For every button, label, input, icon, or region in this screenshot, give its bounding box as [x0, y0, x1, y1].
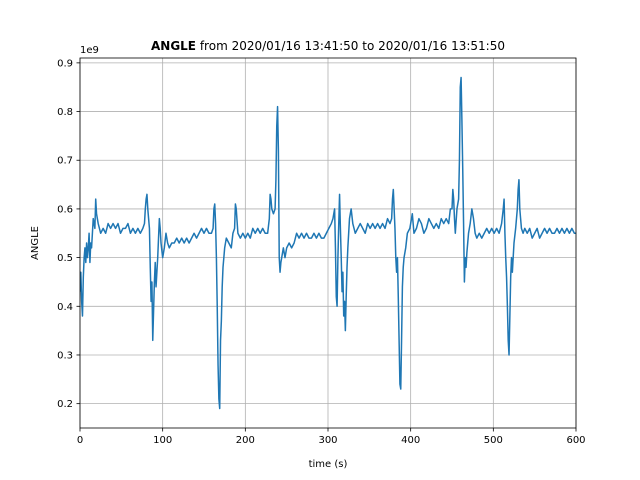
- x-axis-label: time (s): [309, 459, 348, 470]
- x-tick-label: 500: [484, 435, 503, 446]
- y-tick-label: 0.6: [57, 204, 73, 215]
- plot-area: [80, 76, 576, 410]
- y-tick-label: 0.3: [57, 350, 73, 361]
- y-tick-label: 0.9: [57, 58, 73, 69]
- axis-ticks: 0 100 200 300 400 500 600 0.2 0.3 0.4 0.5 0.6 0.7 0.8…: [57, 58, 585, 446]
- x-tick-label: 400: [401, 435, 420, 446]
- chart-title: ANGLE from 2020/01/16 13:41:50 to 2020/0…: [151, 39, 505, 53]
- x-tick-label: 200: [236, 435, 255, 446]
- y-tick-label: 0.4: [57, 302, 73, 313]
- y-tick-label: 0.7: [57, 156, 73, 167]
- x-tick-label: 100: [153, 435, 172, 446]
- y-tick-label: 0.2: [57, 399, 73, 410]
- chart-title-bold: ANGLE: [151, 39, 196, 53]
- y-tick-label: 0.8: [57, 107, 73, 118]
- x-tick-label: 0: [77, 435, 83, 446]
- x-tick-label: 600: [566, 435, 585, 446]
- chart-title-rest: from 2020/01/16 13:41:50 to 2020/01/16 1…: [196, 39, 505, 53]
- plot-frame: [79, 57, 577, 429]
- x-tick-label: 300: [318, 435, 337, 446]
- y-offset-label: 1e9: [80, 45, 99, 56]
- y-tick-label: 0.5: [57, 253, 73, 264]
- y-axis-label: ANGLE: [30, 226, 41, 260]
- series-line: [80, 76, 576, 410]
